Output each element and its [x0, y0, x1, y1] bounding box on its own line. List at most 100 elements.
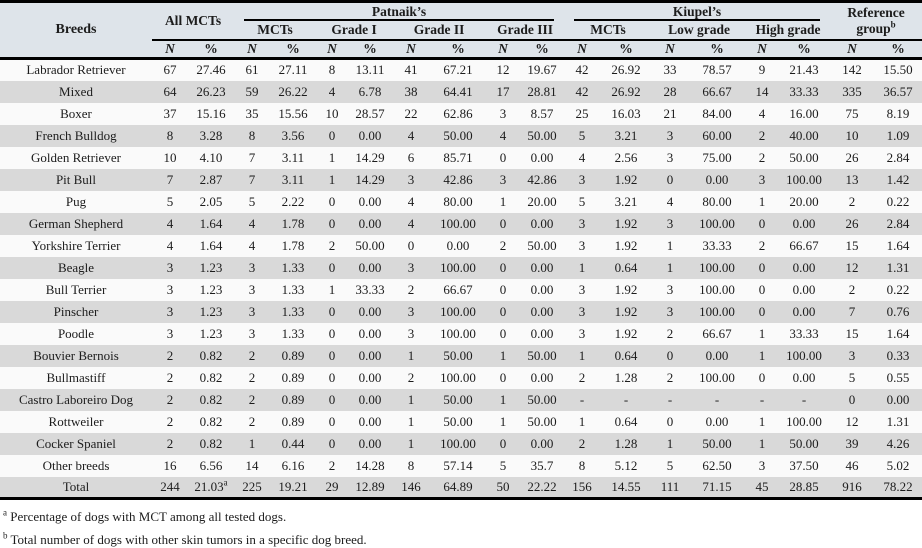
value-cell: 3 [499, 171, 507, 187]
value-cell: 5 [166, 193, 174, 209]
value-cell: 0.00 [886, 391, 910, 407]
value-cell: 42 [575, 62, 589, 78]
value-cell: 8 [328, 62, 336, 78]
col-header-n: N [234, 39, 271, 60]
value-cell: 0.00 [792, 281, 816, 297]
value-cell: 100.00 [440, 215, 476, 231]
col-header-reference-group: Reference groupb [830, 1, 922, 41]
col-header-n: N [652, 39, 689, 60]
value-cell: 3 [758, 457, 766, 473]
value-cell: 2 [499, 237, 507, 253]
value-cell: 1 [578, 413, 586, 429]
value-cell: 0.64 [614, 259, 638, 275]
value-cell: 0.00 [358, 303, 382, 319]
col-header-kiupel: Kiupel’s [564, 1, 831, 21]
value-cell: 0.64 [614, 413, 638, 429]
value-cell: 225 [234, 476, 271, 500]
value-cell: 19.67 [527, 62, 557, 78]
value-cell: 14.29 [355, 149, 385, 165]
table-row: Yorkshire Terrier 4 1.64 4 1.78 2 50.00 0 0.00 2 5… [0, 234, 922, 257]
breed-cell: Bouvier Bernois [33, 347, 119, 363]
value-cell: 14.28 [355, 457, 385, 473]
breed-cell: Boxer [60, 105, 92, 121]
value-cell: 0.82 [199, 347, 223, 363]
value-cell: 2 [248, 413, 256, 429]
value-cell: 50.00 [527, 391, 557, 407]
footnotes: a Percentage of dogs with MCT among all … [0, 500, 922, 548]
value-cell: 50.00 [443, 347, 473, 363]
value-cell: 33.33 [702, 237, 732, 253]
value-cell: 50.00 [527, 413, 557, 429]
breed-cell: Pit Bull [55, 171, 97, 187]
value-cell: 4.10 [199, 149, 223, 165]
value-cell: 1 [578, 259, 586, 275]
value-cell: 1 [407, 391, 415, 407]
value-cell: 5.12 [614, 457, 638, 473]
value-cell: 8.19 [886, 105, 910, 121]
value-cell: 27.46 [196, 62, 226, 78]
value-cell: 100.00 [440, 303, 476, 319]
value-cell: - [714, 391, 720, 407]
value-cell: 7 [166, 171, 174, 187]
value-cell: 0 [328, 391, 336, 407]
value-cell: 71.15 [688, 476, 747, 500]
value-cell: 0.00 [705, 347, 729, 363]
value-cell: 0.00 [530, 281, 554, 297]
value-cell: 12 [845, 413, 859, 429]
value-cell: 40.00 [789, 127, 819, 143]
value-cell: 1.64 [886, 237, 910, 253]
value-cell: 146 [392, 476, 431, 500]
value-cell: 3 [248, 325, 256, 341]
value-cell: 100.00 [440, 259, 476, 275]
value-cell: 3.11 [281, 149, 305, 165]
value-cell: 1.09 [886, 127, 910, 143]
value-cell: 3 [166, 303, 174, 319]
value-cell: 6.78 [358, 83, 382, 99]
value-cell: 26.23 [196, 83, 226, 99]
value-cell: 84.00 [702, 105, 732, 121]
value-cell: 46 [845, 457, 859, 473]
value-cell: 2 [578, 369, 586, 385]
value-cell: 0.00 [530, 149, 554, 165]
value-cell: 64 [163, 83, 177, 99]
value-cell: - [623, 391, 629, 407]
value-cell: 15.50 [883, 62, 913, 78]
value-cell: 3.28 [199, 127, 223, 143]
value-cell: 33 [663, 62, 677, 78]
value-cell: 33.33 [789, 325, 819, 341]
value-cell: 80.00 [443, 193, 473, 209]
mct-breed-table: Breeds All MCTs Patnaik’s Kiupel’s Refer… [0, 0, 922, 500]
value-cell: 1.23 [199, 303, 223, 319]
col-header-grade-2: Grade II [392, 20, 487, 41]
value-cell: - [667, 391, 673, 407]
value-cell: 66.67 [789, 237, 819, 253]
value-cell: 100.00 [786, 347, 822, 363]
value-cell: 3 [848, 347, 856, 363]
value-cell: 4 [328, 83, 336, 99]
value-cell: 1.23 [199, 259, 223, 275]
value-cell: 3 [666, 215, 674, 231]
value-cell: 26.92 [611, 62, 641, 78]
value-cell: 64.89 [430, 476, 487, 500]
value-cell: 21.03a [188, 476, 235, 500]
value-cell: 10 [325, 105, 339, 121]
footnote-a: a Percentage of dogs with MCT among all … [3, 508, 918, 525]
value-cell: 0.00 [358, 413, 382, 429]
value-cell: 0 [666, 171, 674, 187]
value-cell: 100.00 [699, 259, 735, 275]
table-row: Boxer 37 15.16 35 15.56 10 28.57 22 62.86 3 8.57 25… [0, 102, 922, 125]
value-cell: 45 [746, 476, 779, 500]
value-cell: - [759, 391, 765, 407]
value-cell: 0.00 [705, 413, 729, 429]
value-cell: 2 [578, 435, 586, 451]
value-cell: 100.00 [699, 281, 735, 297]
value-cell: 0.00 [358, 369, 382, 385]
col-header-n: N [830, 39, 875, 60]
value-cell: 1 [328, 171, 336, 187]
value-cell: 61 [245, 62, 259, 78]
value-cell: 1 [407, 435, 415, 451]
footnote-b-text: Total number of dogs with other skin tum… [10, 532, 367, 547]
value-cell: 0.00 [358, 435, 382, 451]
header-row-n-percent: N% N% N% N% N% N% N% N% N% [0, 39, 922, 60]
value-cell: 0.89 [281, 391, 305, 407]
